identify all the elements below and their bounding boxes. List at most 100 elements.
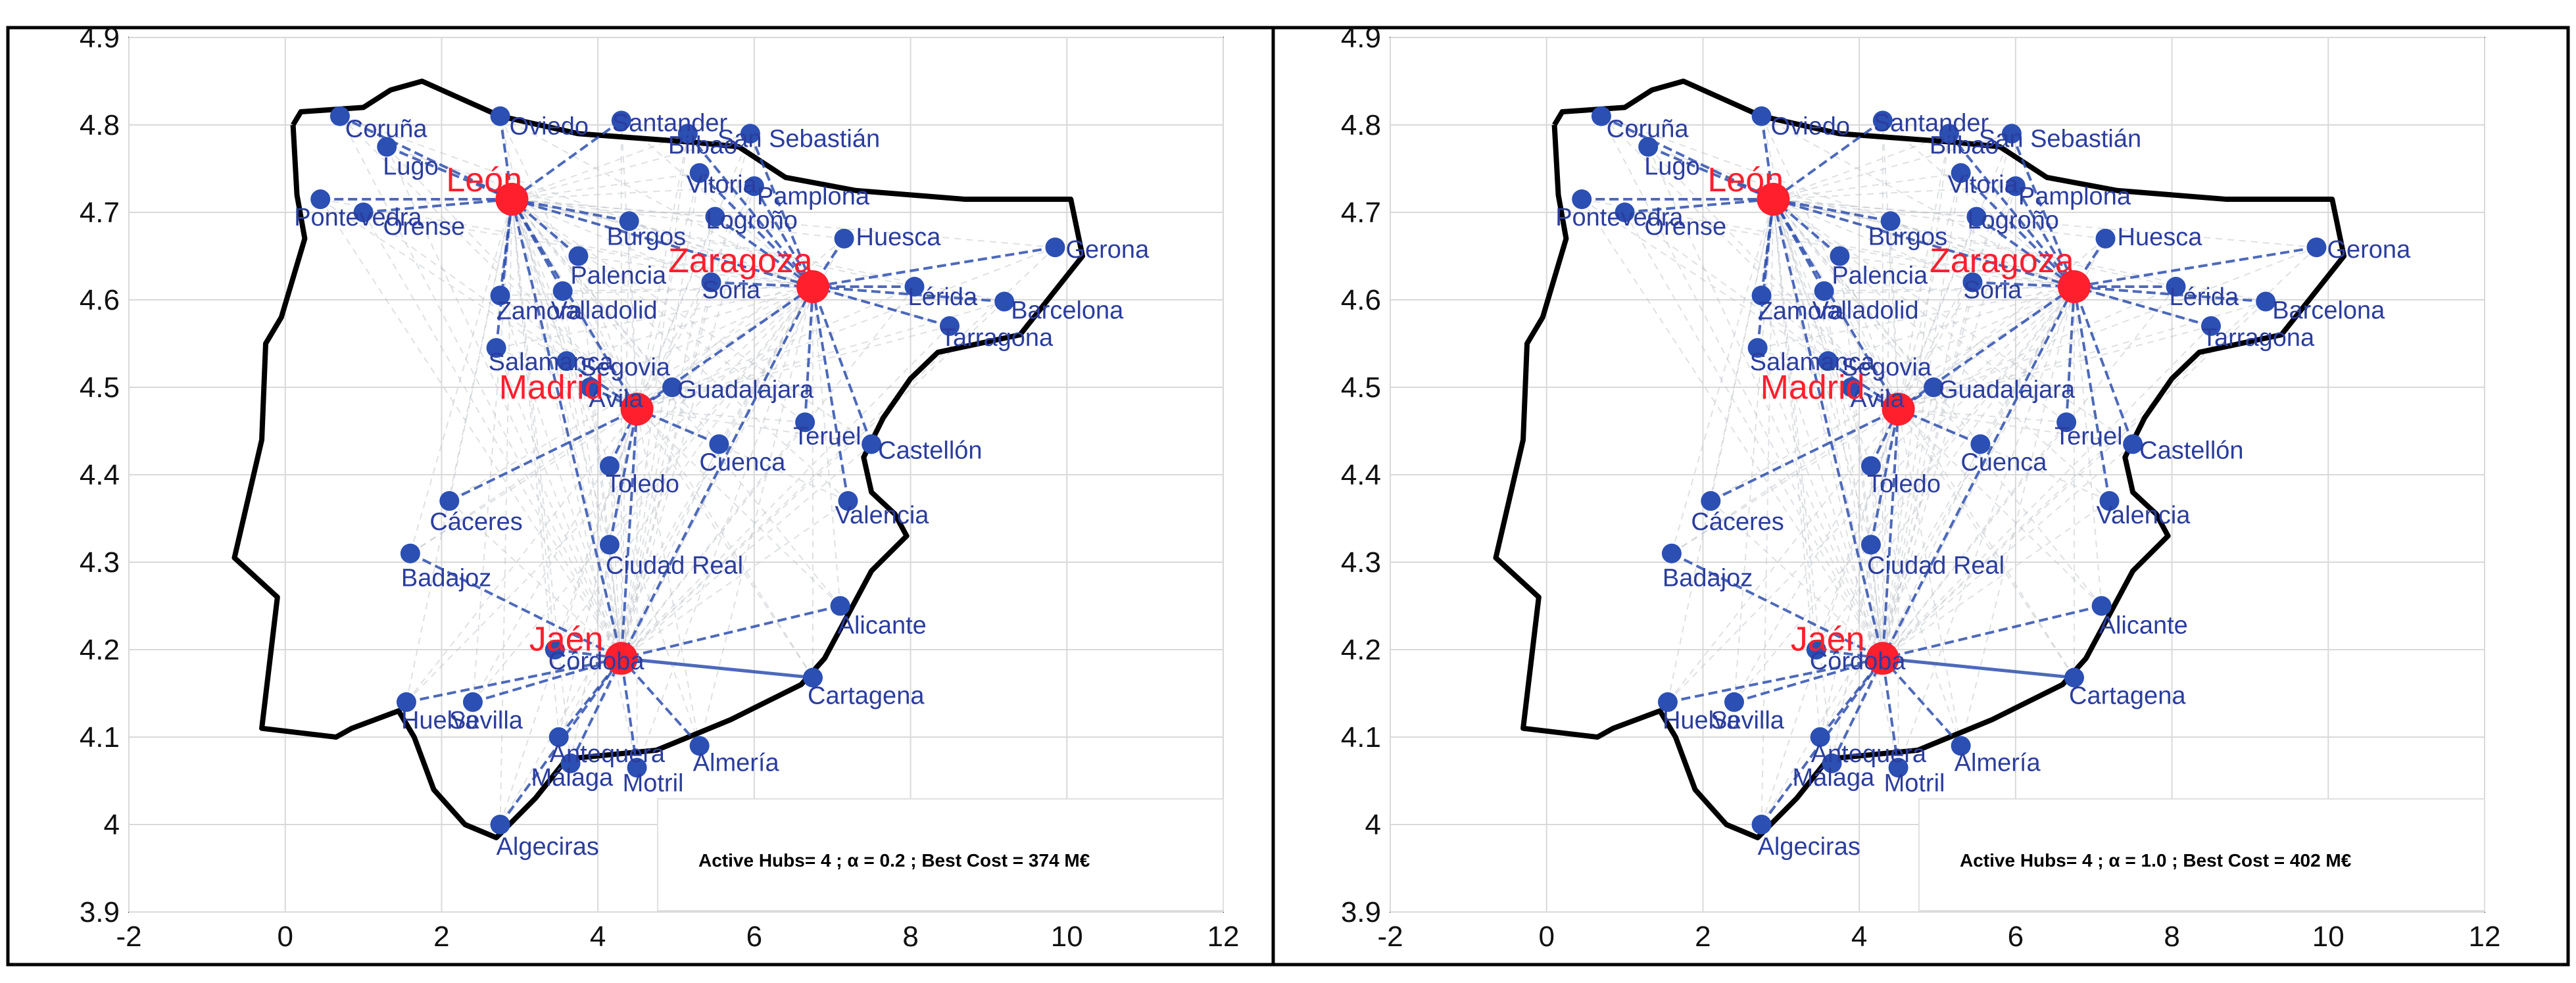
candidate-link	[1624, 212, 1899, 410]
city-label-valencia: Valencia	[835, 502, 929, 529]
city-label-huelva: Huelva	[1663, 707, 1741, 734]
assignment-link-caceres	[1710, 408, 1899, 502]
city-point-valencia	[838, 491, 858, 511]
y-tick-label: 4.2	[1341, 634, 1381, 666]
candidate-link	[1824, 286, 2075, 292]
assignment-link-salamanca	[495, 199, 514, 348]
city-point-pamplona	[2005, 176, 2026, 197]
city-label-pontevedra: Pontevedra	[294, 204, 422, 231]
candidate-link	[1773, 199, 1973, 283]
candidate-link	[512, 199, 712, 283]
city-label-cartagena: Cartagena	[2069, 683, 2186, 710]
city-label-toledo: Toledo	[606, 471, 679, 498]
city-point-ciudad-real	[599, 535, 620, 555]
city-point-antequera	[548, 727, 569, 747]
candidate-link	[1761, 286, 2075, 825]
candidate-link	[1897, 133, 2012, 410]
candidate-link	[1823, 291, 1883, 659]
assignment-link-motril	[1881, 658, 1900, 768]
candidate-links	[320, 115, 1056, 825]
city-label-san-sebastian: San Sebastián	[717, 125, 880, 153]
info-box	[1918, 798, 2485, 911]
candidate-link	[511, 199, 872, 445]
candidate-link	[1772, 199, 1872, 467]
assignment-link-huelva	[406, 657, 622, 704]
assignment-link-orense	[1624, 198, 1774, 214]
assignment-link-soria	[711, 281, 814, 289]
candidate-link	[1670, 199, 1774, 554]
candidate-link	[1773, 199, 2106, 239]
candidate-link	[1870, 286, 2075, 467]
candidate-link	[1882, 443, 2133, 659]
city-label-algeciras: Algeciras	[497, 833, 599, 861]
city-label-soria: Soria	[702, 276, 761, 304]
candidate-link	[1757, 347, 1899, 410]
city-point-avila	[580, 377, 600, 397]
candidate-link	[1897, 286, 2075, 768]
city-label-orense: Orense	[383, 213, 466, 241]
candidate-link	[1624, 212, 2075, 288]
candidate-link	[1898, 325, 2212, 410]
candidate-link	[1757, 347, 1883, 659]
city-point-burgos	[619, 211, 639, 231]
city-label-santander: Santander	[1874, 109, 1989, 137]
x-tick-label: 2	[433, 921, 449, 953]
assignment-link-orense	[363, 198, 512, 214]
city-point-palencia	[1830, 246, 1850, 266]
hub-label-madrid: Madrid	[499, 368, 604, 406]
city-label-cordoba: Córdoba	[548, 648, 645, 675]
hub-link	[620, 286, 814, 659]
candidate-link	[1897, 408, 2075, 679]
city-point-avila	[1841, 377, 1862, 397]
candidate-link	[1773, 199, 2176, 288]
info-annotation: Active Hubs= 4 ; α = 0.2 ; Best Cost = 3…	[698, 850, 1090, 871]
assignment-link-logrono	[1976, 216, 2076, 288]
assignment-link-toledo	[608, 408, 639, 467]
city-point-algeciras	[490, 815, 510, 834]
hub-link	[1881, 409, 1900, 659]
city-label-orense: Orense	[1645, 213, 1727, 241]
candidate-link	[1671, 286, 2075, 554]
city-point-zamora	[490, 285, 510, 306]
assignment-link-toledo	[1870, 408, 1900, 467]
city-point-huesca	[2095, 228, 2116, 249]
axis-ticks: -2 0 2 4 6 8 10 12 3.9 4 4.1 4.2 4.3 4.4 4.5 4.6 4.7 4.8 4…	[80, 22, 1240, 953]
candidate-link	[405, 199, 513, 703]
candidate-link	[566, 286, 814, 362]
candidate-link	[1882, 387, 1935, 659]
city-label-gerona: Gerona	[2327, 236, 2411, 264]
city-point-cordoba	[545, 640, 565, 659]
city-point-cartagena	[2064, 667, 2084, 688]
candidate-link	[1601, 116, 1883, 659]
x-tick-label: 10	[1051, 921, 1083, 953]
city-label-avila: Ávila	[1850, 385, 1905, 413]
city-label-barcelona: Barcelona	[1011, 297, 1124, 325]
y-tick-label: 4.4	[1341, 459, 1381, 491]
assignment-link-tarragona	[812, 285, 950, 327]
city-point-algeciras	[1751, 815, 1772, 834]
candidate-link	[1898, 247, 2317, 410]
candidate-link	[499, 116, 638, 410]
candidate-link	[1761, 199, 1774, 825]
candidate-link	[1647, 146, 2075, 288]
city-label-pontevedra: Pontevedra	[1555, 204, 1684, 231]
city-label-bilbao: Bilbao	[1930, 132, 1999, 159]
y-tick-label: 4.9	[1341, 22, 1381, 54]
candidate-link	[621, 421, 806, 659]
candidate-link	[511, 199, 673, 388]
candidate-link	[1897, 281, 1974, 410]
candidate-link	[621, 300, 1005, 659]
city-point-sevilla	[462, 692, 483, 712]
candidate-link	[609, 286, 814, 546]
city-point-teruel	[795, 412, 815, 433]
candidate-link	[1772, 199, 2102, 607]
candidate-link	[1870, 544, 1883, 659]
city-point-ciudad-real	[1860, 535, 1881, 555]
city-label-coruna: Coruña	[1607, 116, 1689, 143]
x-tick-label: 4	[1851, 921, 1867, 953]
assignment-link-cartagena	[621, 656, 814, 680]
candidate-link	[1831, 286, 2075, 764]
city-point-alicante	[2091, 596, 2112, 616]
y-tick-label: 4	[104, 809, 120, 841]
city-label-antequera: Antequera	[550, 740, 666, 768]
